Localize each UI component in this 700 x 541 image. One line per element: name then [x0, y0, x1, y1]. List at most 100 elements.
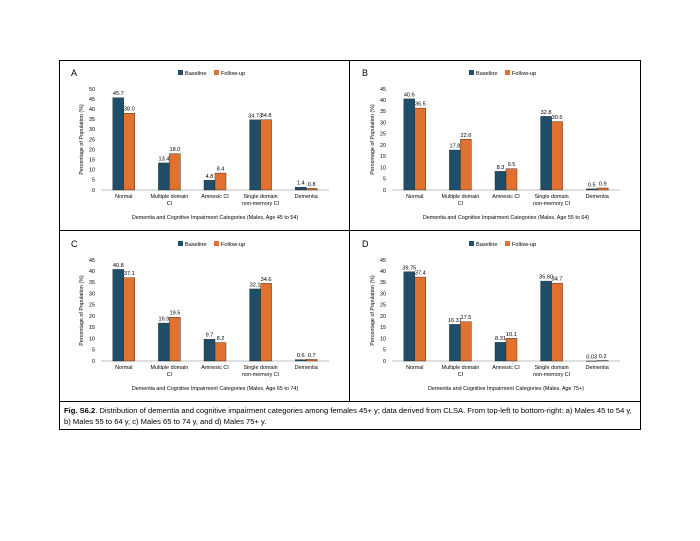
data-label: 32.1	[250, 282, 261, 288]
data-label: 40.6	[404, 92, 415, 98]
x-tick-label: Multiple domain	[151, 194, 189, 200]
y-tick-label: 30	[380, 120, 386, 126]
data-label: 36.5	[415, 102, 426, 108]
legend-label-baseline: Baseline	[185, 242, 206, 248]
y-tick-label: 25	[380, 303, 386, 309]
data-label: 38.0	[124, 107, 135, 113]
figure-frame	[59, 60, 641, 430]
y-axis-label: Percentage of Population (%)	[370, 104, 376, 175]
y-tick-label: 45	[380, 87, 386, 93]
caption-label: Fig. S6.2	[64, 406, 96, 415]
bar-baseline	[203, 180, 216, 191]
legend-label-followup: Follow-up	[512, 71, 536, 77]
y-tick-label: 15	[89, 325, 95, 331]
y-tick-label: 35	[380, 109, 386, 115]
x-tick-label: Amnesic CI	[492, 365, 520, 371]
y-tick-label: 25	[380, 132, 386, 138]
data-label: 35.60	[539, 275, 553, 281]
bar-followup	[214, 172, 227, 191]
data-label: 0.5	[588, 182, 596, 188]
x-tick-label: non-memory CI	[533, 372, 570, 378]
y-tick-label: 25	[89, 303, 95, 309]
x-tick-label: Dementia	[295, 194, 318, 200]
data-label: 0.7	[308, 353, 316, 359]
x-tick-label: Normal	[406, 365, 423, 371]
data-label: 32.8	[541, 110, 552, 116]
data-label: 4.8	[206, 174, 214, 180]
legend-swatch-baseline	[469, 241, 474, 246]
y-axis-label: Percentage of Population (%)	[370, 275, 376, 346]
data-label: 22.6	[460, 133, 471, 139]
data-label: 18.0	[169, 147, 180, 153]
bar-followup	[460, 139, 472, 191]
x-tick-label: Amnesic CI	[201, 194, 229, 200]
data-label: 8.2	[217, 336, 225, 342]
x-tick-label: non-memory CI	[242, 201, 279, 207]
chart-b-svg: B Baseline Follow-up 0 5 10 15 20 25 30 35 40 45 Perc…	[362, 68, 620, 221]
bar-baseline	[494, 342, 507, 362]
legend-label-baseline: Baseline	[185, 71, 206, 77]
data-label: 0.8	[308, 182, 316, 188]
data-label: 34.8	[261, 113, 272, 119]
data-label: 0.9	[599, 181, 607, 187]
legend-label-baseline: Baseline	[476, 71, 497, 77]
legend-label-followup: Follow-up	[221, 71, 245, 77]
data-label: 8.31	[495, 336, 506, 342]
x-tick-label: CI	[458, 201, 463, 207]
data-label: 1.4	[297, 181, 305, 187]
x-tick-label: non-memory CI	[242, 372, 279, 378]
data-label: 17.5	[460, 315, 471, 321]
bar-baseline	[203, 339, 216, 362]
data-label: 40.8	[113, 263, 124, 269]
bar-followup	[305, 188, 318, 191]
bar-baseline	[249, 119, 261, 191]
bar-followup	[460, 321, 472, 362]
data-label: 45.7	[113, 91, 124, 97]
legend-swatch-followup	[505, 241, 510, 246]
bar-baseline	[294, 186, 307, 191]
data-label: 19.5	[169, 311, 180, 317]
bar-baseline	[540, 116, 552, 191]
y-tick-label: 15	[380, 325, 386, 331]
bar-followup	[214, 342, 227, 362]
bar-baseline	[585, 188, 598, 191]
data-label: 8.3	[497, 165, 505, 171]
x-tick-label: Single domain	[535, 365, 569, 371]
data-label: 30.5	[552, 115, 563, 121]
bar-baseline	[403, 98, 415, 191]
bar-followup	[596, 187, 609, 191]
x-tick-label: Normal	[406, 194, 423, 200]
bar-baseline	[294, 359, 307, 362]
data-label: 9.7	[206, 333, 214, 339]
y-tick-label: 5	[383, 177, 386, 183]
data-label: 37.4	[415, 271, 426, 277]
x-tick-label: Dementia	[586, 365, 609, 371]
y-tick-label: 35	[380, 280, 386, 286]
data-label: 34.6	[261, 277, 272, 283]
chart-d-svg: D Baseline Follow-up 0 5 10 15 20 25 30 35 40 45 Perc…	[362, 239, 620, 392]
x-tick-label: CI	[458, 372, 463, 378]
data-label: 0.6	[297, 353, 305, 359]
bar-baseline	[494, 171, 507, 191]
chart-panel-a: A Baseline Follow-up 0 5 10 15 20 25 30 35 40 45 50 Pe…	[59, 60, 350, 231]
x-tick-label: Dementia	[295, 365, 318, 371]
y-tick-label: 20	[380, 314, 386, 320]
y-tick-label: 50	[89, 87, 95, 93]
bar-followup	[551, 282, 563, 362]
y-tick-label: 5	[92, 348, 95, 354]
data-label: 9.5	[508, 162, 516, 168]
y-tick-label: 10	[89, 336, 95, 342]
y-axis-label: Percentage of Population (%)	[79, 275, 85, 346]
data-label: 0.03	[586, 354, 597, 360]
x-tick-label: Multiple domain	[442, 194, 480, 200]
chart-a-svg: A Baseline Follow-up 0 5 10 15 20 25 30 35 40 45 50 Pe…	[71, 68, 329, 221]
data-label: 39.75	[402, 265, 416, 271]
x-tick-label: non-memory CI	[533, 201, 570, 207]
data-label: 8.4	[217, 167, 225, 173]
bar-baseline	[403, 271, 415, 362]
y-tick-label: 0	[383, 359, 386, 365]
bar-followup	[123, 277, 136, 362]
x-axis-label: Dementia and Cognitive Impairment Catego…	[423, 215, 590, 221]
y-tick-label: 40	[380, 269, 386, 275]
legend-swatch-baseline	[178, 241, 183, 246]
